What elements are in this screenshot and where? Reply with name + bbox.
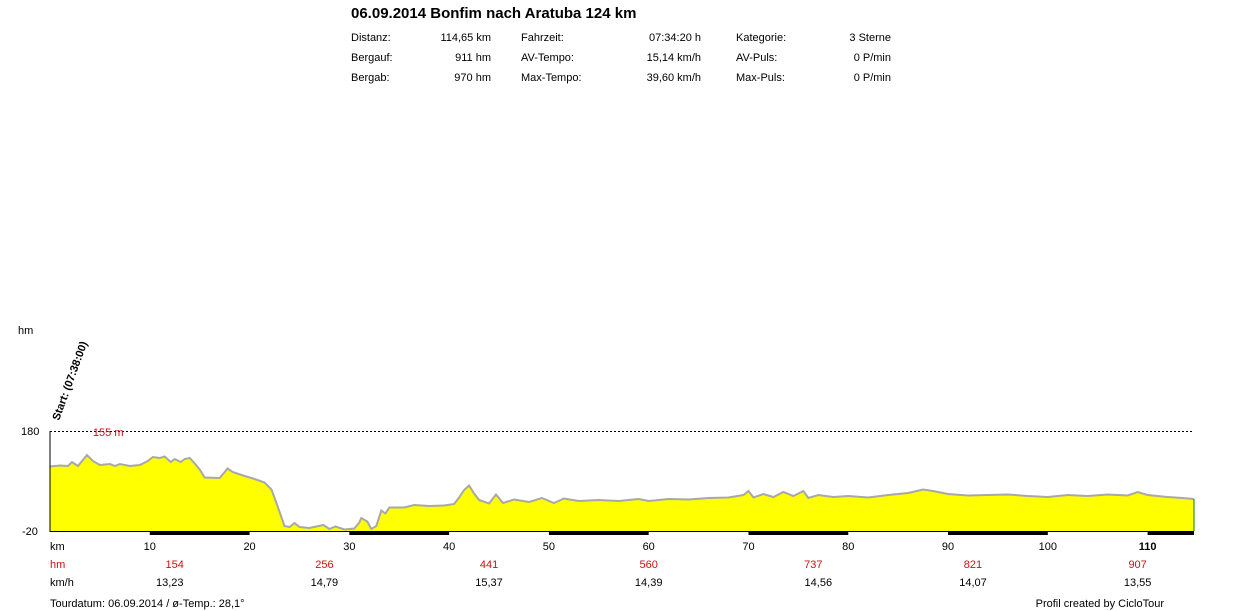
km-band: [349, 531, 450, 535]
stat-bergab-value: 970 hm: [454, 72, 491, 84]
x-tick-label: 90: [942, 541, 954, 553]
x-tick-label: 10: [144, 541, 156, 553]
speed-row-value: 15,37: [475, 577, 503, 589]
y-tick-min: -20: [22, 526, 38, 538]
stat-max-puls-value: 0 P/min: [853, 72, 891, 84]
stat-fahrzeit-value: 07:34:20 h: [649, 32, 701, 44]
speed-row-value: 14,39: [635, 577, 663, 589]
km-band: [948, 531, 1048, 535]
x-tick-label: 110: [1139, 541, 1157, 553]
hm-row-value: 441: [480, 559, 498, 571]
km-band: [748, 531, 849, 535]
x-tick-label: 100: [1039, 541, 1057, 553]
km-band: [149, 531, 250, 535]
stat-fahrzeit-label: Fahrzeit:: [521, 32, 564, 44]
km-band: [548, 531, 649, 535]
elevation-area: [50, 455, 1194, 531]
x-tick-label: 40: [443, 541, 455, 553]
y-axis-unit-label: hm: [18, 325, 33, 337]
speed-row-label: km/h: [50, 577, 74, 589]
speed-row-value: 14,79: [311, 577, 339, 589]
stat-av-tempo-label: AV-Tempo:: [521, 52, 574, 64]
stat-max-tempo-value: 39,60 km/h: [646, 72, 701, 84]
speed-row-value: 14,07: [959, 577, 987, 589]
hm-row-value: 560: [640, 559, 658, 571]
x-tick-label: 30: [343, 541, 355, 553]
x-tick-label: 70: [742, 541, 754, 553]
stat-av-puls-value: 0 P/min: [853, 52, 891, 64]
tour-title: 06.09.2014 Bonfim nach Aratuba 124 km: [351, 5, 637, 22]
stat-bergauf-label: Bergauf:: [351, 52, 393, 64]
stat-max-puls-label: Max-Puls:: [736, 72, 785, 84]
x-axis-unit-label: km: [50, 541, 65, 553]
stat-av-tempo-value: 15,14 km/h: [646, 52, 701, 64]
y-tick-max: 180: [21, 426, 39, 438]
stat-max-tempo-label: Max-Tempo:: [521, 72, 582, 84]
stat-bergauf-value: 911 hm: [455, 52, 491, 64]
hm-row-value: 737: [804, 559, 822, 571]
max-elevation-annotation: 155 m: [93, 427, 124, 439]
x-tick-label: 80: [842, 541, 854, 553]
x-tick-label: 60: [643, 541, 655, 553]
speed-row-value: 14,56: [805, 577, 833, 589]
speed-row-value: 13,23: [156, 577, 184, 589]
footer-credit: Profil created by CicloTour: [1035, 598, 1164, 610]
footer-tour-info: Tourdatum: 06.09.2014 / ø-Temp.: 28,1°: [50, 598, 245, 610]
stat-av-puls-label: AV-Puls:: [736, 52, 778, 64]
stat-kategorie-label: Kategorie:: [736, 32, 787, 44]
hm-row-value: 821: [964, 559, 982, 571]
hm-row-value: 154: [166, 559, 184, 571]
stat-distanz-value: 114,65 km: [440, 32, 491, 44]
km-band: [1147, 531, 1194, 535]
x-tick-label: 20: [243, 541, 255, 553]
start-annotation: Start: (07:38:00): [51, 339, 91, 422]
hm-row-value: 256: [315, 559, 333, 571]
stat-kategorie-value: 3 Sterne: [849, 32, 891, 44]
hm-row-label: hm: [50, 559, 65, 571]
stat-distanz-label: Distanz:: [351, 32, 391, 44]
hm-row-value: 907: [1128, 559, 1146, 571]
stat-bergab-label: Bergab:: [351, 72, 390, 84]
speed-row-value: 13,55: [1124, 577, 1152, 589]
elevation-outline: [49, 453, 1195, 531]
x-tick-label: 50: [543, 541, 555, 553]
